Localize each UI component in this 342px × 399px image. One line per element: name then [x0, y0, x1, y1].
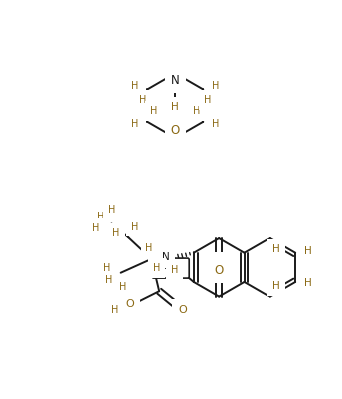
Text: N: N: [162, 252, 170, 262]
Text: H: H: [153, 263, 160, 273]
Text: H: H: [105, 275, 112, 285]
Text: H: H: [171, 102, 179, 112]
Text: H: H: [171, 265, 178, 275]
Text: Abs: Abs: [162, 263, 180, 273]
Text: H: H: [204, 95, 212, 105]
Text: O: O: [214, 258, 224, 271]
Text: H: H: [131, 221, 138, 231]
Text: H: H: [304, 246, 311, 256]
Text: H: H: [150, 106, 157, 116]
Text: O: O: [171, 124, 180, 137]
Text: H: H: [194, 106, 201, 116]
Text: O: O: [178, 305, 187, 315]
Text: H: H: [131, 81, 139, 91]
Text: H: H: [212, 119, 219, 129]
Text: H: H: [272, 281, 280, 291]
Text: O: O: [214, 264, 224, 277]
Text: H: H: [97, 212, 104, 222]
Text: H: H: [131, 119, 139, 129]
Text: H: H: [145, 243, 153, 253]
Text: H: H: [111, 305, 118, 315]
Text: H: H: [212, 81, 219, 91]
Text: H: H: [272, 244, 280, 254]
Text: H: H: [113, 228, 120, 238]
Text: H: H: [108, 205, 115, 215]
Text: H: H: [103, 263, 110, 273]
Text: O: O: [126, 298, 134, 308]
Text: H: H: [304, 279, 311, 288]
Text: H: H: [139, 95, 146, 105]
FancyBboxPatch shape: [152, 258, 189, 278]
Text: H: H: [119, 282, 126, 292]
Text: H: H: [92, 223, 100, 233]
Text: N: N: [171, 74, 180, 87]
